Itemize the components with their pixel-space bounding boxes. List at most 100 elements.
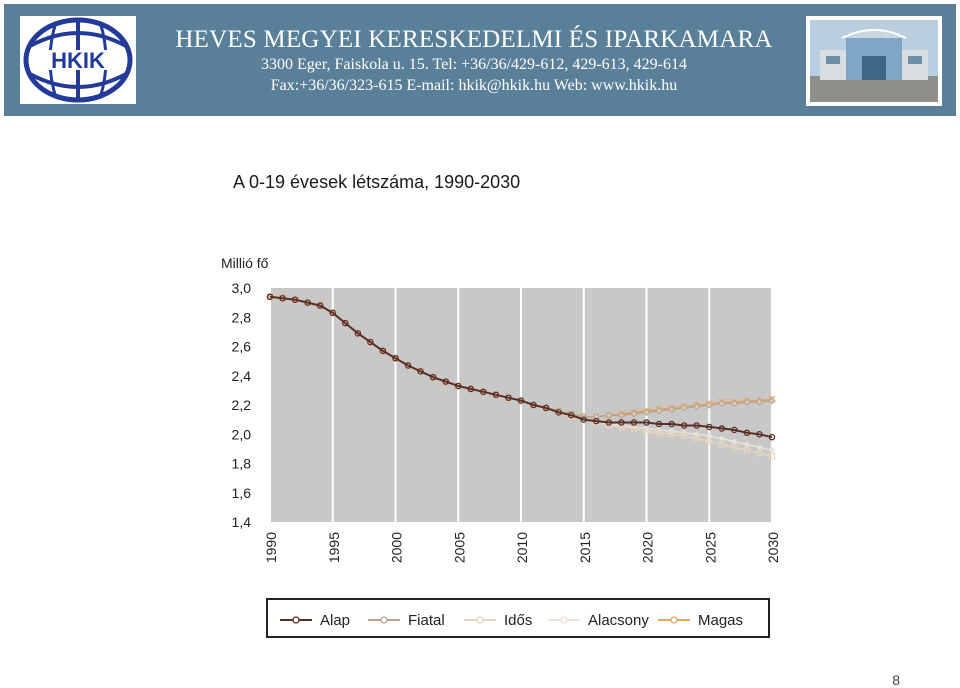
address-line: 3300 Eger, Faiskola u. 15. Tel: +36/36/4… bbox=[260, 56, 688, 73]
data-point bbox=[756, 450, 763, 457]
data-point bbox=[706, 432, 713, 439]
data-point bbox=[630, 419, 638, 426]
contact-line: Fax:+36/36/323-615 E-mail: hkik@hkik.hu … bbox=[270, 77, 678, 94]
data-point bbox=[769, 447, 775, 454]
data-point bbox=[655, 429, 663, 436]
legend-label: Magas bbox=[698, 611, 744, 629]
data-point bbox=[718, 425, 726, 432]
x-tick-label: 1995 bbox=[326, 532, 342, 563]
data-point bbox=[505, 394, 512, 401]
data-point bbox=[680, 404, 688, 412]
y-tick-label: 1,4 bbox=[232, 514, 252, 530]
data-point bbox=[316, 302, 324, 309]
organization-title: HEVES MEGYEI KERESKEDELMI ÉS IPARKAMARA bbox=[175, 26, 773, 53]
legend-swatch-icon bbox=[280, 616, 312, 624]
building-image-icon bbox=[810, 20, 938, 102]
legend-label: Alacsony bbox=[588, 611, 649, 629]
data-point bbox=[329, 309, 336, 317]
data-point bbox=[379, 347, 387, 355]
data-point bbox=[630, 423, 637, 430]
data-point bbox=[266, 293, 274, 301]
data-point bbox=[718, 441, 725, 448]
data-point bbox=[279, 294, 286, 302]
x-tick-label: 2000 bbox=[389, 532, 405, 563]
data-point bbox=[768, 396, 776, 405]
x-tick-label: 1990 bbox=[263, 532, 279, 563]
legend-label: Fiatal bbox=[408, 611, 445, 629]
data-point bbox=[743, 447, 750, 454]
data-point bbox=[768, 453, 776, 460]
legend-swatch-icon bbox=[368, 616, 400, 624]
data-point bbox=[718, 399, 726, 408]
legend-label: Idős bbox=[504, 611, 533, 629]
legend-item: Idős bbox=[462, 610, 532, 630]
chart-title: A 0-19 évesek létszáma, 1990-2030 bbox=[233, 172, 521, 192]
data-point bbox=[367, 338, 374, 346]
y-tick-label: 2,0 bbox=[232, 426, 252, 442]
legend-item: Magas bbox=[656, 610, 743, 630]
legend-swatch-icon bbox=[548, 616, 580, 624]
data-point bbox=[580, 416, 588, 423]
data-point bbox=[706, 438, 713, 445]
data-point bbox=[291, 296, 299, 303]
data-point bbox=[467, 385, 475, 393]
page-number: 8 bbox=[892, 672, 900, 688]
data-point bbox=[542, 404, 550, 412]
legend-item: Alap bbox=[278, 610, 350, 630]
data-point bbox=[492, 391, 500, 399]
data-point bbox=[630, 410, 638, 418]
legend-swatch-icon bbox=[658, 616, 690, 624]
data-point bbox=[605, 411, 613, 419]
data-point bbox=[756, 430, 763, 438]
data-point bbox=[617, 411, 626, 419]
data-point bbox=[730, 399, 739, 408]
data-point bbox=[643, 428, 650, 435]
data-point bbox=[681, 432, 688, 439]
y-axis-label: Millió fő bbox=[221, 255, 269, 271]
data-point bbox=[530, 401, 537, 409]
data-point bbox=[668, 431, 675, 438]
y-tick-label: 2,2 bbox=[232, 397, 252, 413]
data-point bbox=[354, 330, 362, 337]
data-point bbox=[693, 435, 700, 442]
x-tick-label: 2010 bbox=[514, 532, 530, 563]
data-point bbox=[592, 412, 601, 421]
header-banner: HKIK HEVES MEGYEI KERESKEDELMI ÉS IPARKA… bbox=[4, 4, 956, 116]
y-tick-label: 2,4 bbox=[232, 368, 252, 384]
chart-legend: Alap Fiatal Idős Alacsony Magas bbox=[266, 598, 770, 638]
data-point bbox=[480, 388, 487, 396]
data-point bbox=[618, 419, 625, 426]
data-point bbox=[555, 409, 562, 416]
x-tick-label: 2025 bbox=[702, 532, 718, 563]
data-point bbox=[567, 411, 575, 419]
y-tick-label: 1,6 bbox=[232, 485, 252, 501]
data-point bbox=[655, 420, 663, 428]
data-point bbox=[743, 441, 750, 448]
data-point bbox=[668, 420, 675, 428]
data-point bbox=[605, 419, 613, 426]
data-point bbox=[454, 382, 462, 390]
data-point bbox=[731, 438, 738, 445]
data-point bbox=[706, 423, 713, 431]
data-point bbox=[404, 362, 412, 369]
x-tick-label: 2020 bbox=[640, 532, 656, 563]
data-point bbox=[731, 444, 738, 451]
data-point bbox=[517, 397, 525, 404]
data-point bbox=[743, 398, 751, 406]
building-photo bbox=[806, 16, 942, 106]
globe-logo-icon: HKIK bbox=[23, 17, 133, 103]
data-point bbox=[630, 425, 638, 432]
data-point bbox=[618, 423, 625, 430]
population-line-chart: 1990 1995 2000 2005 2010 2015 2020 2025 2030 1,4 1… bbox=[221, 255, 781, 563]
data-point bbox=[593, 417, 600, 425]
data-point bbox=[392, 354, 399, 362]
data-point bbox=[667, 405, 676, 414]
data-point bbox=[642, 408, 651, 417]
x-tick-label: 2015 bbox=[577, 532, 593, 563]
logo-text: HKIK bbox=[51, 48, 105, 73]
data-point bbox=[693, 422, 700, 429]
data-point bbox=[755, 398, 764, 406]
series-line-alap bbox=[269, 295, 773, 439]
data-point bbox=[768, 433, 776, 441]
data-point bbox=[429, 373, 437, 381]
